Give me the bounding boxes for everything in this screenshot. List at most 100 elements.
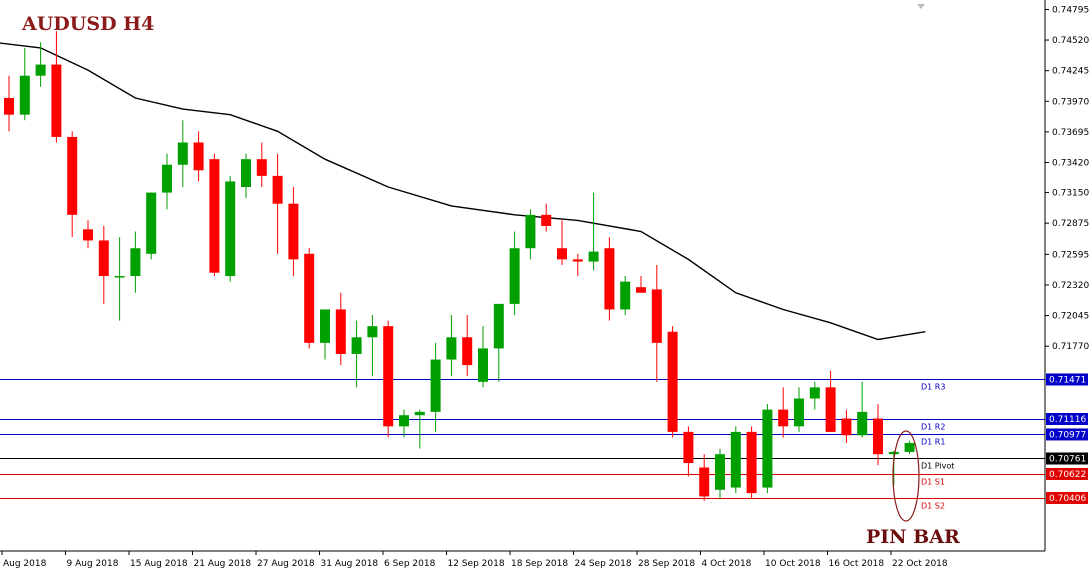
candle — [67, 131, 78, 238]
candle-body — [857, 411, 868, 436]
axes — [0, 0, 1046, 552]
level-badge-label: 0.71116 — [1049, 415, 1086, 425]
candle-body — [272, 175, 283, 204]
candle-body — [35, 64, 46, 76]
candle-body — [288, 203, 299, 260]
candle-body — [399, 415, 409, 427]
candle-body — [383, 326, 394, 427]
candle-body — [572, 259, 583, 262]
candle — [509, 231, 520, 316]
candle-body — [588, 251, 599, 262]
level-name: D1 R2 — [921, 423, 945, 432]
candle-body — [778, 409, 789, 427]
candle-body — [478, 348, 488, 382]
candle-body — [193, 142, 204, 171]
candle — [604, 237, 615, 321]
candle-body — [667, 331, 678, 432]
candle — [493, 303, 504, 382]
x-tick-label: 22 Oct 2018 — [892, 559, 948, 569]
candle-body — [51, 64, 62, 137]
x-tick-label: 27 Aug 2018 — [257, 559, 315, 569]
moving-average — [0, 42, 926, 341]
level-badge-label: 0.71471 — [1049, 375, 1086, 385]
candle — [904, 440, 915, 455]
x-tick-label: Aug 2018 — [3, 559, 47, 569]
x-tick-label: 21 Aug 2018 — [194, 559, 252, 569]
candle-body — [809, 387, 820, 399]
candle — [446, 315, 457, 377]
candle-body — [320, 309, 330, 343]
chart-title: AUDUSD H4 — [21, 13, 154, 35]
candle — [794, 387, 804, 432]
candle — [873, 404, 883, 466]
y-tick-label: 0.74795 — [1052, 5, 1089, 15]
candle — [414, 409, 425, 449]
level-name: D1 S2 — [921, 502, 945, 511]
candle — [288, 187, 299, 277]
candle-body — [256, 159, 267, 176]
candle — [320, 309, 330, 360]
y-tick-label: 0.72045 — [1052, 312, 1089, 322]
x-tick-label: 12 Sep 2018 — [448, 559, 505, 569]
candle — [209, 153, 220, 277]
y-tick-label: 0.71770 — [1052, 342, 1089, 352]
candle — [367, 315, 378, 377]
candle — [557, 220, 567, 265]
x-tick-label: 24 Sep 2018 — [575, 559, 632, 569]
candle-body — [304, 253, 315, 343]
y-tick-label: 0.72595 — [1052, 250, 1089, 260]
candle — [683, 426, 694, 477]
candle — [193, 131, 204, 182]
level-badge — [1046, 412, 1088, 425]
candle-body — [67, 136, 78, 215]
level-badge-label: 0.70977 — [1049, 430, 1086, 440]
time-ticks: Aug 2018 9 Aug 2018 15 Aug 2018 21 Aug 2018… — [1, 551, 948, 569]
pivot-levels: D1 R3 D1 R2 D1 R1 D1 Pivot D1 S1 D1 S2 — [0, 379, 1045, 511]
candle — [304, 248, 315, 349]
y-tick-label: 0.74520 — [1052, 36, 1089, 46]
candle-body — [746, 431, 757, 494]
scroll-marker-icon[interactable] — [917, 4, 925, 9]
candle-body — [904, 443, 915, 452]
candle-body — [19, 75, 30, 115]
candle-body — [873, 418, 883, 455]
candle — [399, 409, 409, 438]
candle — [841, 409, 852, 444]
candle — [525, 209, 536, 260]
x-tick-label: 31 Aug 2018 — [321, 559, 379, 569]
candle-body — [509, 248, 520, 304]
candle — [825, 370, 836, 432]
level-badge — [1046, 373, 1088, 386]
level-badge — [1046, 428, 1088, 441]
candle — [19, 47, 30, 121]
x-tick-label: 6 Sep 2018 — [384, 559, 436, 569]
candle-body — [241, 159, 251, 188]
candle — [146, 192, 157, 260]
candle-body — [841, 418, 852, 436]
candle — [114, 237, 125, 321]
candle — [762, 404, 773, 494]
candle-body — [146, 192, 157, 254]
candle — [715, 448, 725, 499]
candle — [35, 42, 46, 87]
candle-body — [541, 214, 552, 226]
candle — [462, 315, 473, 377]
candle — [651, 264, 662, 382]
candle-body — [794, 398, 804, 427]
candle-body — [493, 303, 504, 349]
y-tick-label: 0.73695 — [1052, 128, 1089, 138]
x-tick-label: 10 Oct 2018 — [765, 559, 821, 569]
candle — [778, 387, 789, 438]
level-price-badges: 0.71471 0.71116 0.70977 0.70761 0.70622 0.704… — [1046, 373, 1088, 505]
candle — [225, 175, 236, 282]
level-badge-label: 0.70622 — [1049, 470, 1086, 480]
candle-body — [162, 164, 172, 193]
candle — [730, 426, 741, 494]
candle-body — [177, 142, 188, 165]
candles — [4, 31, 915, 501]
candle-body — [225, 181, 236, 277]
candle-body — [699, 467, 710, 497]
candle-body — [130, 248, 141, 277]
candle — [130, 231, 141, 293]
